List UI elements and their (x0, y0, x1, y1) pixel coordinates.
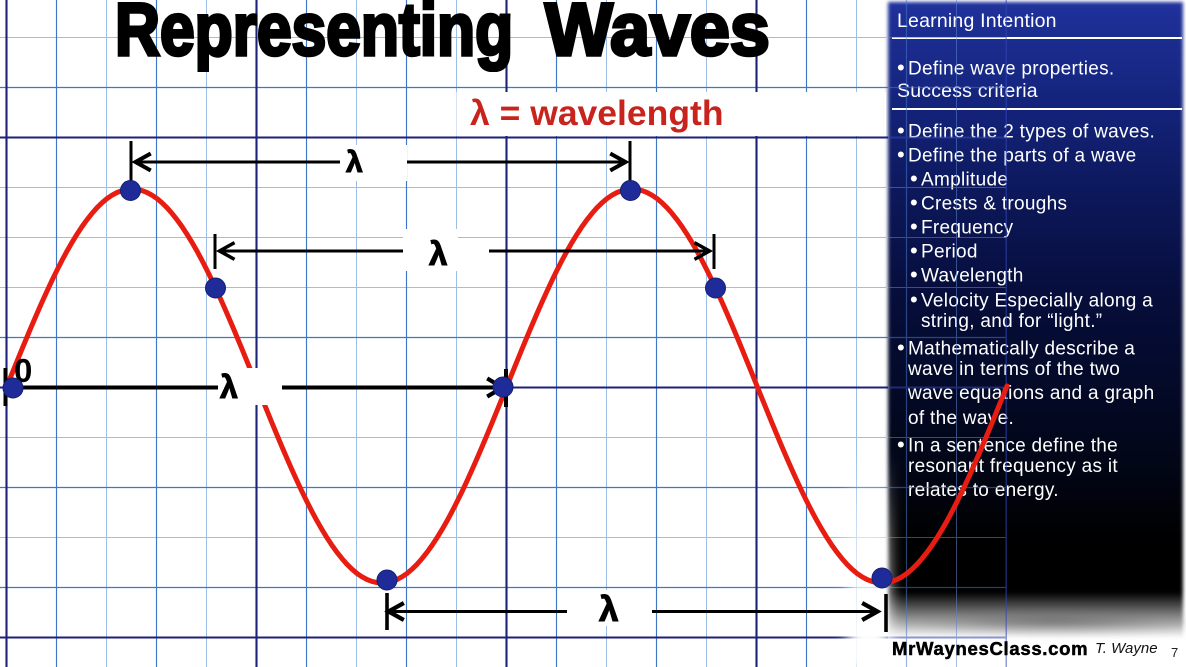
svg-text:λ: λ (429, 235, 447, 272)
svg-text:λ: λ (220, 369, 238, 405)
svg-text:λ: λ (599, 590, 618, 629)
svg-text:λ: λ (346, 146, 363, 179)
